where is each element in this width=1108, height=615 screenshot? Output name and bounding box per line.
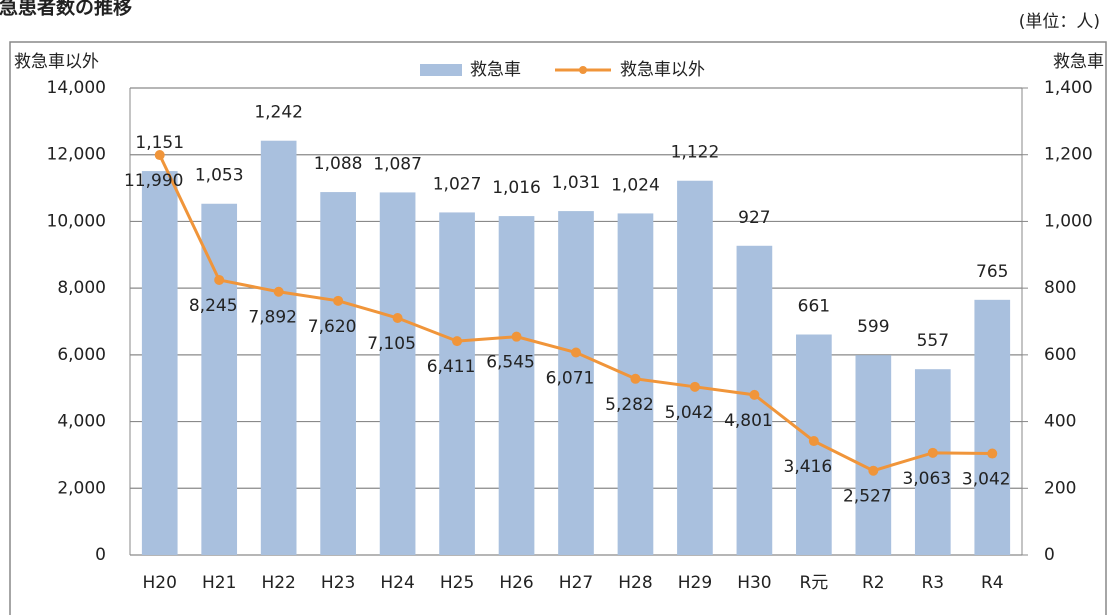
y-tick-label: 4,000 (57, 412, 106, 432)
bar-value-label: 1,016 (492, 178, 541, 198)
bar (439, 212, 475, 555)
chart-title: 救急患者数の推移 (0, 0, 132, 19)
line-value-label: 7,105 (367, 334, 416, 354)
line-value-label: 8,245 (189, 296, 238, 316)
y2-tick-label: 600 (1044, 345, 1076, 365)
y2-tick-label: 1,400 (1044, 78, 1093, 98)
y-tick-label: 0 (95, 545, 106, 565)
bar-value-label: 1,053 (195, 166, 244, 186)
line-value-label: 5,282 (605, 395, 654, 415)
bar-value-label: 1,024 (611, 175, 660, 195)
line-point (749, 389, 760, 400)
line-point (571, 347, 581, 358)
line-point (630, 373, 641, 384)
y-tick-label: 14,000 (47, 78, 106, 98)
bar-value-label: 1,151 (135, 133, 184, 153)
x-tick-label: R3 (921, 573, 944, 593)
x-tick-label: H29 (678, 573, 712, 593)
bar (914, 369, 951, 555)
bar (617, 213, 654, 555)
line-point (154, 150, 165, 161)
bar-value-label: 927 (738, 208, 770, 228)
y2-tick-label: 800 (1044, 278, 1076, 298)
x-tick-label: H22 (261, 573, 295, 593)
bar (855, 355, 892, 555)
x-tick-label: H28 (618, 573, 652, 593)
bar-value-label: 661 (798, 297, 830, 317)
line-value-label: 3,416 (784, 457, 833, 477)
x-tick-label: H26 (499, 573, 533, 593)
line-point (927, 447, 938, 458)
bar (141, 171, 178, 556)
x-tick-label: R4 (981, 573, 1004, 593)
line-point (273, 286, 284, 297)
bar-value-label: 1,122 (671, 143, 720, 163)
line-value-label: 3,042 (962, 470, 1011, 490)
y-axis-label: 救急車以外 (14, 52, 99, 72)
x-tick-label: H25 (440, 573, 474, 593)
line-point (452, 336, 463, 347)
bar-value-label: 1,087 (373, 154, 422, 174)
line-point (808, 436, 819, 447)
bar (974, 299, 1011, 555)
x-tick-label: R元 (799, 573, 828, 593)
y2-tick-label: 200 (1044, 478, 1076, 498)
y2-tick-label: 1,200 (1044, 145, 1093, 165)
y-tick-label: 8,000 (57, 278, 106, 298)
legend-swatch (420, 64, 462, 76)
line-value-label: 2,527 (843, 487, 892, 507)
bar-value-label: 557 (917, 331, 949, 351)
y-tick-label: 12,000 (47, 145, 106, 165)
x-tick-label: H24 (380, 573, 414, 593)
bar-value-label: 599 (857, 317, 889, 337)
line-value-label: 4,801 (724, 411, 773, 431)
unit-note: (単位：人) (1019, 12, 1100, 32)
y2-tick-label: 0 (1044, 545, 1055, 565)
bar (320, 192, 356, 555)
line-value-label: 7,892 (248, 308, 297, 328)
x-tick-label: H30 (737, 573, 771, 593)
y2-tick-label: 400 (1044, 412, 1076, 432)
x-tick-label: H21 (202, 573, 236, 593)
line-point (511, 331, 522, 342)
x-tick-label: H20 (143, 573, 177, 593)
line-value-label: 3,063 (902, 469, 951, 489)
bar-value-label: 1,027 (433, 174, 482, 194)
line-point (987, 448, 998, 459)
legend-swatch (579, 66, 587, 74)
legend-label: 救急車 (470, 60, 521, 80)
y2-axis-label: 救急車 (1053, 52, 1104, 72)
line-value-label: 5,042 (665, 403, 714, 423)
line-value-label: 6,411 (427, 357, 476, 377)
y2-tick-label: 1,000 (1044, 211, 1093, 231)
bar-value-label: 1,242 (254, 103, 303, 123)
x-tick-label: H23 (321, 573, 355, 593)
bar (260, 140, 297, 555)
y-tick-label: 2,000 (57, 478, 106, 498)
bar (201, 203, 238, 556)
y-tick-label: 10,000 (47, 211, 106, 231)
x-tick-label: H27 (559, 573, 593, 593)
line-point (214, 274, 225, 285)
bar-value-label: 765 (976, 262, 1008, 282)
bar-value-label: 1,088 (314, 154, 363, 174)
legend-label: 救急車以外 (620, 60, 705, 80)
bar (677, 180, 713, 556)
line-point (689, 381, 700, 392)
line-value-label: 6,071 (546, 368, 595, 388)
line-value-label: 7,620 (308, 317, 357, 337)
bar (736, 245, 773, 555)
line-value-label: 11,990 (124, 171, 183, 191)
line-point (392, 312, 403, 323)
bar (379, 192, 416, 556)
line-value-label: 6,545 (486, 353, 535, 373)
bar (558, 211, 594, 555)
x-tick-label: R2 (862, 573, 885, 593)
bar-value-label: 1,031 (552, 173, 601, 193)
bar (498, 216, 535, 555)
y-tick-label: 6,000 (57, 345, 106, 365)
line-point (868, 465, 879, 476)
line-point (333, 295, 344, 306)
